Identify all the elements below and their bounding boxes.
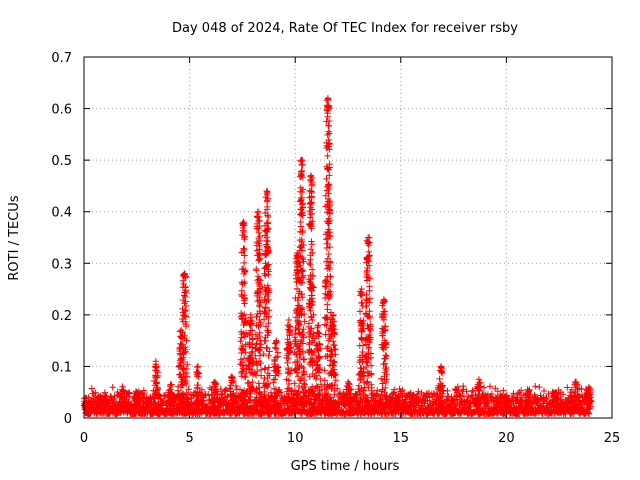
- y-tick-label: 0.2: [51, 309, 72, 324]
- grid-lines: [84, 57, 612, 418]
- chart-title: Day 048 of 2024, Rate Of TEC Index for r…: [172, 21, 518, 36]
- x-axis-title: GPS time / hours: [291, 459, 400, 474]
- y-tick-label: 0.3: [51, 257, 72, 272]
- x-tick-label: 25: [604, 431, 621, 446]
- y-tick-label: 0.4: [51, 206, 72, 221]
- y-tick-label: 0.5: [51, 154, 72, 169]
- data-points: [80, 95, 595, 418]
- y-tick-labels: 0 0.1 0.2 0.3 0.4 0.5 0.6 0.7: [51, 51, 72, 427]
- x-tick-label: 20: [498, 431, 515, 446]
- axis-ticks: [83, 56, 613, 419]
- y-tick-label: 0: [64, 412, 72, 427]
- y-tick-label: 0.1: [51, 360, 72, 375]
- x-tick-label: 10: [287, 431, 304, 446]
- y-tick-label: 0.7: [51, 51, 72, 66]
- x-tick-labels: 0 5 10 15 20 25: [80, 431, 620, 446]
- x-tick-label: 15: [393, 431, 410, 446]
- x-tick-label: 5: [185, 431, 193, 446]
- plot-frame: [83, 56, 613, 419]
- roti-points: [80, 95, 595, 418]
- x-tick-label: 0: [80, 431, 88, 446]
- y-tick-label: 0.6: [51, 103, 72, 118]
- y-axis-title: ROTI / TECUs: [7, 195, 22, 280]
